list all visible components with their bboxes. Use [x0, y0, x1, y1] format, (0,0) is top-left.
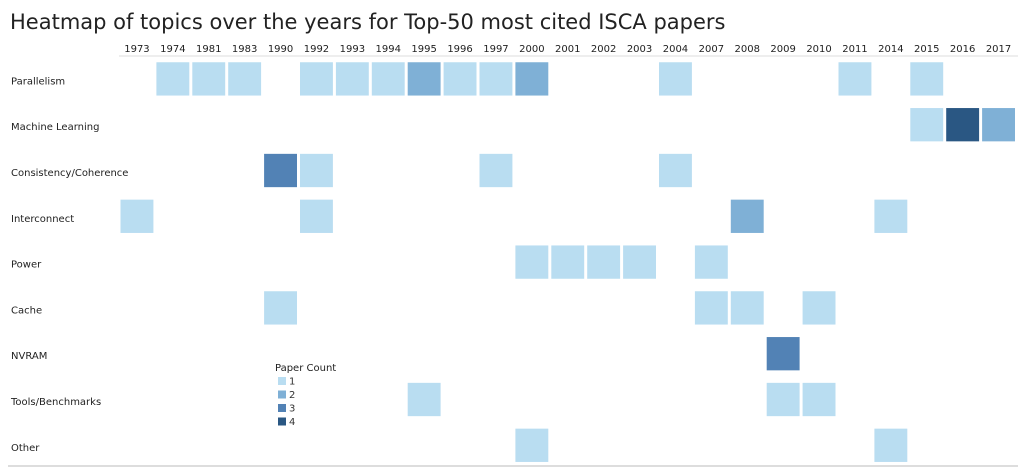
topic-label-interconnect: Interconnect [11, 214, 74, 225]
legend-label-1: 1 [289, 377, 295, 388]
heatmap-cell[interactable]: Consistency/Coherence 1990: 3 [264, 153, 297, 188]
year-label-1994: 1994 [376, 44, 401, 55]
heatmap-cell[interactable]: Parallelism 1994: 1 [371, 62, 405, 96]
topic-label-machine-learning: Machine Learning [11, 122, 99, 133]
year-label-2014: 2014 [878, 44, 903, 55]
legend-label-2: 2 [289, 390, 295, 401]
heatmap-cell[interactable]: Power 2001: 1 [551, 245, 585, 279]
heatmap-cell[interactable]: Parallelism 1974: 1 [156, 62, 190, 96]
heatmap-cell[interactable]: NVRAM 2009: 3 [766, 337, 800, 371]
heatmap-cell[interactable]: Cache 1990: 1 [264, 291, 297, 325]
heatmap-cell[interactable]: Machine Learning 2016: 4 [946, 108, 980, 142]
topic-label-parallelism: Parallelism [11, 76, 65, 87]
year-label-1990: 1990 [268, 44, 293, 55]
year-label-1983: 1983 [232, 44, 257, 55]
heatmap-cell[interactable]: Other 2000: 1 [515, 428, 549, 462]
topic-label-other: Other [11, 443, 40, 454]
year-label-1973: 1973 [124, 44, 149, 55]
heatmap-cell[interactable]: Cache 2010: 1 [802, 291, 836, 325]
topic-label-tools-benchmarks: Tools/Benchmarks [10, 397, 101, 408]
heatmap-cell[interactable]: Power 2003: 1 [623, 245, 656, 279]
topic-label-consistency-coherence: Consistency/Coherence [11, 168, 128, 179]
heatmap-cell[interactable]: Parallelism 1997: 1 [479, 62, 513, 96]
year-label-2010: 2010 [806, 44, 831, 55]
year-label-1997: 1997 [483, 44, 508, 55]
heatmap-cell[interactable]: Parallelism 1992: 1 [300, 62, 333, 96]
year-label-2002: 2002 [591, 44, 616, 55]
year-label-2001: 2001 [555, 44, 580, 55]
legend-swatch-1 [278, 377, 286, 385]
heatmap-cell[interactable]: Cache 2008: 1 [730, 291, 764, 325]
heatmap-cell[interactable]: Parallelism 2000: 2 [515, 62, 549, 96]
heatmap-cell[interactable]: Parallelism 1983: 1 [228, 62, 262, 96]
heatmap-cell[interactable]: Consistency/Coherence 2004: 1 [659, 153, 692, 188]
heatmap-cell[interactable]: Machine Learning 2017: 2 [982, 108, 1015, 142]
year-label-1981: 1981 [196, 44, 221, 55]
heatmap-cell[interactable]: Parallelism 1993: 1 [335, 62, 369, 96]
heatmap-cell[interactable]: Parallelism 1995: 2 [407, 62, 441, 96]
heatmap-cell[interactable]: Cache 2007: 1 [694, 291, 728, 325]
heatmap-cell[interactable]: Power 2000: 1 [515, 245, 549, 279]
legend-swatch-3 [278, 404, 286, 412]
legend-swatch-2 [278, 390, 286, 399]
chart-title: Heatmap of topics over the years for Top… [10, 10, 726, 34]
heatmap-cell[interactable]: Power 2002: 1 [587, 245, 621, 279]
year-label-2011: 2011 [842, 44, 867, 55]
year-label-2008: 2008 [735, 44, 760, 55]
heatmap-cell[interactable]: Machine Learning 2015: 1 [910, 108, 944, 142]
legend-label-3: 3 [289, 404, 295, 415]
topic-label-nvram: NVRAM [11, 351, 47, 362]
year-label-1992: 1992 [304, 44, 329, 55]
heatmap-cell[interactable]: Parallelism 2004: 1 [659, 62, 692, 96]
year-label-2015: 2015 [914, 44, 939, 55]
year-label-1995: 1995 [411, 44, 436, 55]
legend-title: Paper Count [275, 363, 336, 374]
year-label-2016: 2016 [950, 44, 975, 55]
heatmap-cell[interactable]: Consistency/Coherence 1997: 1 [479, 153, 513, 188]
topic-label-power: Power [11, 260, 42, 271]
heatmap-cell[interactable]: Parallelism 1996: 1 [443, 62, 477, 96]
heatmap-cell[interactable]: Parallelism 2015: 1 [910, 62, 944, 96]
year-label-2004: 2004 [663, 44, 688, 55]
heatmap-cell[interactable]: Interconnect 1992: 1 [300, 199, 333, 233]
heatmap-cell[interactable]: Interconnect 2014: 1 [874, 199, 908, 233]
heatmap-cell[interactable]: Other 2014: 1 [874, 428, 908, 462]
heatmap-cell[interactable]: Interconnect 1973: 1 [120, 199, 154, 233]
heatmap-cell[interactable]: Parallelism 1981: 1 [192, 62, 226, 96]
heatmap-cell[interactable]: Interconnect 2008: 2 [730, 199, 764, 233]
year-label-1974: 1974 [160, 44, 185, 55]
heatmap-cell[interactable]: Power 2007: 1 [694, 245, 728, 279]
heatmap-cell[interactable]: Tools/Benchmarks 2010: 1 [802, 382, 836, 417]
year-label-2003: 2003 [627, 44, 652, 55]
year-label-1993: 1993 [340, 44, 365, 55]
year-label-1996: 1996 [447, 44, 472, 55]
year-label-2007: 2007 [699, 44, 724, 55]
heatmap-cell[interactable]: Consistency/Coherence 1992: 1 [300, 153, 333, 188]
heatmap-cell[interactable]: Parallelism 2011: 1 [838, 62, 872, 96]
year-label-2017: 2017 [986, 44, 1011, 55]
legend-swatch-4 [278, 417, 286, 426]
heatmap-cell[interactable]: Tools/Benchmarks 1995: 1 [407, 382, 441, 417]
topic-label-cache: Cache [11, 305, 42, 316]
heatmap-cell[interactable]: Tools/Benchmarks 2009: 1 [766, 382, 800, 417]
year-label-2009: 2009 [770, 44, 795, 55]
year-label-2000: 2000 [519, 44, 544, 55]
legend-label-4: 4 [289, 417, 295, 428]
